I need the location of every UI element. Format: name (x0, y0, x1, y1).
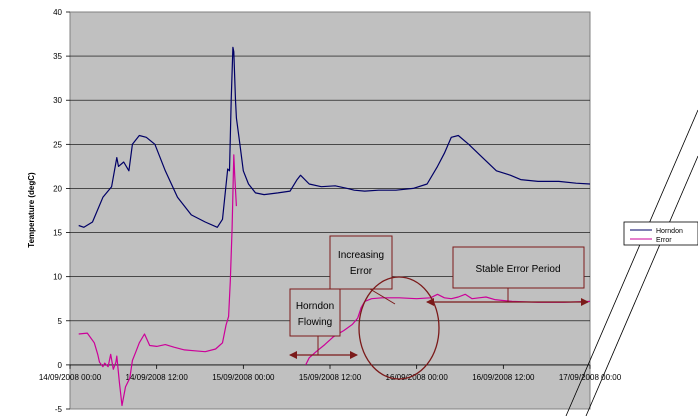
y-tick-label: 20 (53, 184, 62, 193)
annotation-leader (369, 288, 396, 305)
annotation-box (289, 288, 341, 337)
y-axis: 40 35 30 25 20 15 10 5 0 -5 (53, 8, 70, 414)
x-tick-label: 14/09/2008 00:00 (39, 373, 102, 382)
annotation-text: Increasing (338, 250, 384, 261)
annotation-ellipse (358, 276, 440, 380)
y-tick-label: 25 (53, 140, 62, 149)
y-tick-label: -5 (55, 405, 63, 414)
y-tick-label: 30 (53, 96, 62, 105)
x-tick-label: 16/09/2008 00:00 (386, 373, 449, 382)
annotation-stable-error: Stable Error Period (426, 246, 589, 306)
x-axis: 14/09/2008 00:00 14/09/2008 12:00 15/09/20… (39, 364, 622, 382)
x-tick-label: 15/09/2008 00:00 (212, 373, 275, 382)
plot-area (69, 11, 591, 410)
x-tick-label: 15/09/2008 12:00 (299, 373, 362, 382)
annotation-text: Stable Error Period (475, 264, 560, 275)
annotation-horndon-flowing: Horndon Flowing (289, 288, 358, 359)
series-line-horndon (78, 46, 591, 228)
y-tick-label: 10 (53, 273, 62, 282)
series-line-error (78, 154, 237, 407)
annotation-increasing-error: Increasing Error (329, 235, 440, 380)
y-tick-label: 35 (53, 52, 62, 61)
annotation-text: Error (350, 266, 373, 277)
diagonal-line (565, 109, 698, 416)
legend: Horndon Error (623, 221, 698, 246)
legend-label: Error (656, 237, 672, 244)
x-tick-label: 17/09/2008 00:00 (559, 373, 622, 382)
annotation-box (452, 246, 585, 289)
annotation-box (329, 235, 393, 290)
annotation-text: Horndon (296, 301, 334, 312)
y-tick-label: 5 (58, 317, 63, 326)
y-tick-label: 15 (53, 229, 62, 238)
y-axis-label: Temperature (degC) (27, 172, 36, 248)
x-tick-label: 14/09/2008 12:00 (126, 373, 189, 382)
x-tick-label: 16/09/2008 12:00 (472, 373, 535, 382)
y-tick-label: 0 (58, 361, 63, 370)
legend-label: Horndon (656, 228, 683, 235)
diagonal-line (585, 155, 698, 416)
y-tick-label: 40 (53, 8, 62, 17)
annotation-text: Flowing (298, 317, 332, 328)
